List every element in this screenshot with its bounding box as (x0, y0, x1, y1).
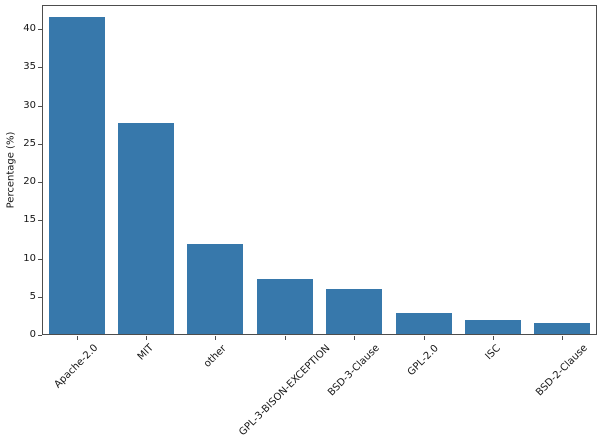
bar-mit (118, 123, 175, 334)
y-tick-mark (38, 259, 42, 260)
y-tick-mark (38, 220, 42, 221)
x-tick-label: GPL-2.0 (405, 342, 441, 379)
x-tick-label: MIT (135, 342, 156, 363)
y-tick-mark (38, 335, 42, 336)
y-tick-label: 15 (23, 214, 36, 225)
y-tick-mark (38, 106, 42, 107)
x-tick-mark (493, 336, 494, 340)
y-tick-label: 35 (23, 61, 36, 72)
x-tick-mark (354, 336, 355, 340)
bar-gpl-2.0 (395, 313, 452, 334)
y-tick-mark (38, 297, 42, 298)
x-tick-label: BSD-3-Clause (326, 342, 382, 399)
y-tick-mark (38, 29, 42, 30)
y-tick-label: 25 (23, 138, 36, 149)
y-tick-label: 30 (23, 100, 36, 111)
x-tick-label: Apache-2.0 (52, 342, 101, 391)
y-tick-mark (38, 144, 42, 145)
y-tick-mark (38, 182, 42, 183)
y-tick-label: 0 (29, 329, 36, 340)
bar-bsd-2-clause (534, 323, 591, 334)
y-tick-mark (38, 67, 42, 68)
x-tick-mark (146, 336, 147, 340)
y-tick-label: 20 (23, 176, 36, 187)
y-tick-label: 5 (29, 291, 36, 302)
x-tick-mark (77, 336, 78, 340)
x-tick-mark (215, 336, 216, 340)
bar-other (187, 244, 244, 334)
bar-apache-2.0 (48, 17, 105, 334)
x-tick-label: BSD-2-Clause (534, 342, 590, 399)
x-tick-label: other (202, 343, 229, 370)
y-tick-label: 10 (23, 253, 36, 264)
x-tick-mark (285, 336, 286, 340)
x-tick-mark (562, 336, 563, 340)
bar-gpl-3-bison-exception (256, 279, 313, 334)
plot-area (42, 5, 597, 335)
bar-isc (464, 320, 521, 334)
y-tick-label: 40 (23, 23, 36, 34)
x-tick-label: GPL-3-BISON-EXCEPTION (237, 342, 333, 437)
x-tick-mark (424, 336, 425, 340)
x-tick-label: ISC (483, 342, 503, 363)
bar-bsd-3-clause (326, 289, 383, 334)
